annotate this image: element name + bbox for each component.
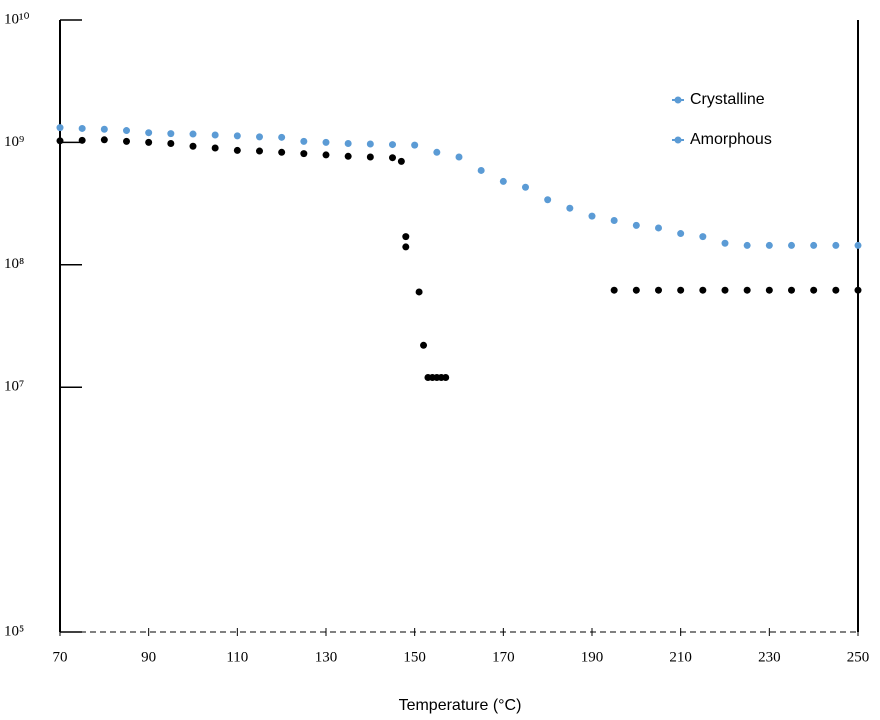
data-point: [322, 151, 330, 159]
data-point: [78, 124, 86, 132]
data-point: [256, 133, 263, 141]
data-point: [389, 154, 396, 162]
data-point: [788, 241, 795, 249]
data-point: [211, 144, 219, 152]
data-point: [522, 183, 529, 191]
data-point: [632, 221, 640, 229]
data-point: [411, 141, 419, 149]
data-point: [189, 142, 197, 150]
x-tick-label: 230: [758, 649, 781, 665]
legend-label: Amorphous: [690, 131, 772, 148]
data-point: [56, 137, 64, 145]
data-point: [233, 146, 241, 154]
data-point: [655, 224, 662, 232]
data-point: [455, 153, 463, 161]
legend-marker: [674, 96, 682, 104]
data-point: [145, 138, 153, 146]
data-point: [743, 241, 751, 249]
y-tick-label: 10⁷: [4, 379, 24, 395]
data-point: [544, 196, 552, 204]
data-point: [189, 130, 197, 138]
data-point: [256, 147, 263, 155]
data-point: [610, 286, 618, 294]
data-point: [765, 286, 773, 294]
data-point: [344, 152, 352, 160]
data-point: [433, 148, 441, 156]
data-point: [420, 341, 428, 349]
data-point: [123, 137, 130, 145]
x-tick-label: 110: [226, 649, 248, 665]
data-point: [743, 286, 751, 294]
data-point: [788, 286, 795, 294]
data-point: [211, 131, 219, 139]
data-point: [854, 241, 862, 249]
data-point: [442, 374, 450, 382]
data-point: [389, 141, 396, 149]
data-point: [499, 177, 507, 185]
x-tick-label: 130: [315, 649, 338, 665]
data-point: [123, 127, 130, 135]
data-point: [721, 239, 729, 247]
x-tick-label: 250: [847, 649, 870, 665]
legend-marker: [674, 136, 682, 144]
data-point: [765, 241, 773, 249]
data-point: [344, 139, 352, 147]
data-point: [56, 124, 64, 132]
data-point: [233, 132, 241, 140]
x-axis-label: Temperature (°C): [399, 697, 522, 714]
data-point: [145, 129, 153, 137]
x-tick-label: 210: [669, 649, 692, 665]
data-point: [300, 150, 308, 158]
data-point: [632, 286, 640, 294]
data-point: [402, 243, 410, 251]
data-point: [810, 286, 818, 294]
data-point: [300, 137, 308, 145]
data-point: [167, 139, 175, 147]
data-point: [366, 153, 374, 161]
data-point: [167, 130, 175, 138]
x-tick-label: 190: [581, 649, 604, 665]
x-tick-label: 150: [403, 649, 426, 665]
y-tick-label: 10⁵: [4, 623, 24, 639]
data-point: [100, 125, 108, 133]
data-point: [677, 286, 685, 294]
data-point: [588, 212, 596, 220]
legend-label: Crystalline: [690, 91, 765, 108]
data-point: [78, 136, 86, 144]
data-point: [721, 286, 729, 294]
data-point: [699, 286, 707, 294]
data-point: [100, 136, 108, 144]
data-point: [832, 241, 840, 249]
x-tick-label: 90: [141, 649, 156, 665]
data-point: [322, 138, 330, 146]
data-point: [610, 217, 618, 225]
data-point: [415, 288, 423, 296]
x-tick-label: 170: [492, 649, 515, 665]
data-point: [810, 241, 818, 249]
data-point: [677, 230, 685, 238]
data-point: [854, 286, 862, 294]
data-point: [566, 204, 574, 212]
data-point: [699, 233, 707, 241]
y-tick-label: 10¹⁰: [4, 11, 30, 27]
y-tick-label: 10⁹: [4, 134, 24, 150]
data-point: [397, 157, 405, 165]
data-point: [655, 286, 662, 294]
x-tick-label: 70: [53, 649, 68, 665]
data-point: [832, 286, 840, 294]
data-point: [402, 233, 410, 241]
data-point: [366, 140, 374, 148]
y-tick-label: 10⁸: [4, 256, 24, 272]
data-point: [278, 148, 286, 156]
data-point: [477, 166, 485, 174]
data-point: [278, 133, 286, 141]
